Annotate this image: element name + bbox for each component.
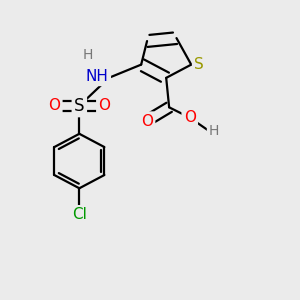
- Text: O: O: [141, 114, 153, 129]
- Text: H: H: [209, 124, 219, 138]
- Text: S: S: [194, 57, 204, 72]
- Text: O: O: [184, 110, 196, 125]
- Text: O: O: [48, 98, 60, 113]
- Text: NH: NH: [86, 69, 109, 84]
- Text: O: O: [98, 98, 110, 113]
- Text: Cl: Cl: [72, 207, 87, 222]
- Text: H: H: [83, 48, 94, 62]
- Text: S: S: [74, 97, 85, 115]
